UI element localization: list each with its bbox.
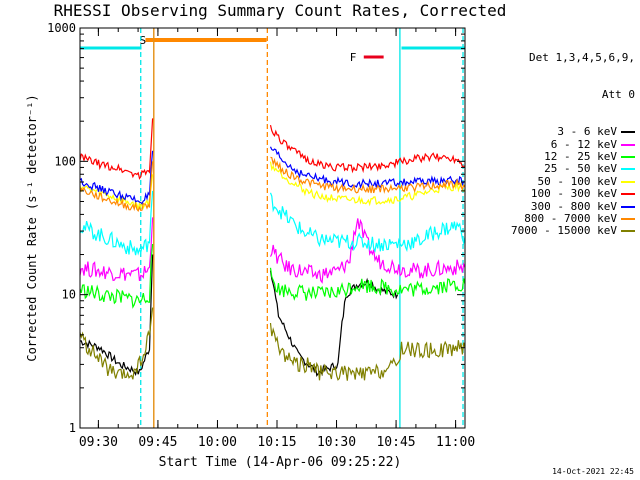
legend-item: 100 - 300 keV xyxy=(511,187,635,201)
x-tick-label: 10:30 xyxy=(317,435,356,450)
legend-item: 50 - 100 keV xyxy=(511,174,635,188)
series-line-8-1 xyxy=(269,322,466,381)
legend-item: 800 - 7000 keV xyxy=(511,211,635,225)
footer-date: 14-Oct-2021 22:45 xyxy=(552,467,634,476)
legend-item: 3 - 6 keV xyxy=(511,125,635,139)
series-line-7-1 xyxy=(270,156,466,194)
legend-label: 100 - 300 keV xyxy=(530,187,617,201)
legend-item: 25 - 50 keV xyxy=(511,163,635,175)
legend-label: 50 - 100 keV xyxy=(537,174,617,188)
chart-title: RHESSI Observing Summary Count Rates, Co… xyxy=(54,1,507,20)
legend-item: 300 - 800 keV xyxy=(511,199,635,213)
series-line-1-0 xyxy=(79,217,154,282)
x-tick-label: 09:45 xyxy=(138,435,177,450)
legend-swatch xyxy=(621,230,635,233)
flag-bars: SF xyxy=(80,34,465,64)
series-line-5-0 xyxy=(79,118,154,180)
series-line-0-1 xyxy=(269,270,399,377)
legend-swatch xyxy=(621,193,635,196)
x-tick-label: 10:00 xyxy=(198,435,237,450)
series-line-7-0 xyxy=(79,161,154,212)
series-line-4-1 xyxy=(269,161,466,207)
legend-swatch xyxy=(621,156,635,159)
series-line-5-1 xyxy=(269,124,465,174)
x-axis-label: Start Time (14-Apr-06 09:25:22) xyxy=(159,455,402,470)
series-line-2-1 xyxy=(269,267,466,301)
x-tick-label: 10:15 xyxy=(257,435,296,450)
series-line-1-1 xyxy=(269,218,466,284)
x-tick-label: 09:30 xyxy=(79,435,118,450)
legend-swatch xyxy=(621,205,635,208)
x-tick-label: 11:00 xyxy=(436,435,475,450)
series-line-2-0 xyxy=(79,243,154,309)
legend-swatch xyxy=(621,131,635,134)
legend-label: 6 - 12 keV xyxy=(550,137,617,151)
series-lines xyxy=(79,118,466,381)
series-line-8-0 xyxy=(79,307,154,380)
series-line-0-0 xyxy=(79,254,154,377)
legend-item: 12 - 25 keV xyxy=(511,150,635,164)
flare-flag-label: F xyxy=(350,51,357,64)
legend-label: 25 - 50 keV xyxy=(544,162,617,176)
saa-flag-label: S xyxy=(139,34,146,47)
vertical-markers xyxy=(140,28,464,428)
series-line-3-1 xyxy=(269,192,466,253)
y-tick-label: 10 xyxy=(62,288,76,302)
legend-swatch xyxy=(621,168,635,171)
legend-item: 7000 - 15000 keV xyxy=(511,224,635,238)
legend-label: 300 - 800 keV xyxy=(530,199,617,213)
legend-label: 3 - 6 keV xyxy=(557,125,617,139)
legend-swatch xyxy=(621,143,635,146)
legend-swatch xyxy=(621,180,635,183)
x-tick-label: 10:45 xyxy=(376,435,415,450)
legend-label: 7000 - 15000 keV xyxy=(511,224,617,238)
legend: Det 1,3,4,5,6,9, Att 0 3 - 6 keV 6 - 12 k… xyxy=(511,27,635,250)
y-tick-label: 1 xyxy=(69,421,76,435)
y-tick-label: 1000 xyxy=(47,21,76,35)
plot-frame xyxy=(79,27,466,429)
series-line-3-0 xyxy=(79,190,154,256)
y-tick-label: 100 xyxy=(54,154,76,168)
detector-line-1: Det 1,3,4,5,6,9, xyxy=(529,50,635,64)
series-line-6-0 xyxy=(79,150,154,205)
legend-label: 12 - 25 keV xyxy=(544,150,617,164)
series-line-6-1 xyxy=(269,146,466,189)
axes: 1 10 100 1000 09:30 09:45 10:00 10:15 10:30 10:45… xyxy=(47,21,475,450)
detector-line-2: Att 0 xyxy=(601,88,635,102)
y-axis-label: Corrected Count Rate (s⁻¹ detector⁻¹) xyxy=(25,94,39,361)
legend-label: 800 - 7000 keV xyxy=(524,211,617,225)
legend-item: 6 - 12 keV xyxy=(511,137,635,151)
legend-swatch xyxy=(621,217,635,220)
